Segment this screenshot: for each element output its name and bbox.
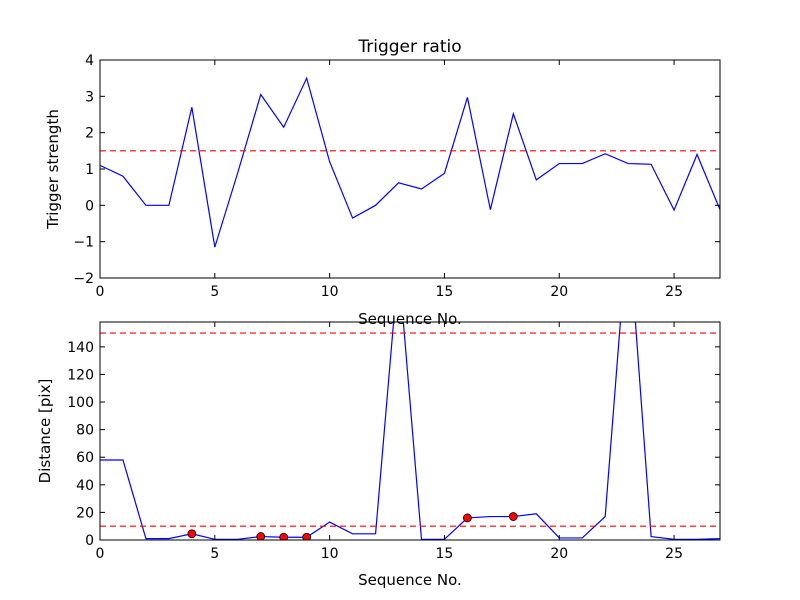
trigger-marker	[508, 512, 518, 521]
x-tick-label: 15	[436, 284, 454, 300]
x-tick-label: 5	[210, 284, 219, 300]
y-tick-label: 80	[76, 423, 94, 439]
trigger-marker	[463, 513, 472, 523]
trigger-marker	[256, 532, 266, 540]
y-tick-label: 100	[67, 395, 94, 411]
x-tick-label: 10	[321, 284, 339, 300]
axes-frame	[99, 321, 721, 541]
y-tick-label: 0	[85, 533, 94, 549]
y-tick-label: 1	[85, 162, 94, 178]
y-tick-label: 4	[85, 53, 94, 69]
y-tick-label: 0	[85, 198, 94, 214]
y-tick-label: −2	[73, 271, 94, 287]
y-tick-label: 40	[76, 478, 94, 494]
trigger-marker	[302, 532, 312, 540]
series-line	[100, 76, 720, 248]
chart-trigger-ratio: 0 5 10 15 20 25 −2 −1 0 1 2 3 4 Trigger ratio Sequence…	[44, 37, 721, 328]
x-tick-label: 10	[321, 546, 339, 562]
y-axis-label: Trigger strength	[44, 109, 62, 230]
series-line	[100, 322, 720, 540]
x-tick-label: 20	[550, 284, 568, 300]
x-tick-label: 0	[96, 546, 105, 562]
y-tick-label: 20	[76, 505, 94, 521]
x-tick-label: 0	[96, 284, 105, 300]
x-tick-label: 25	[665, 546, 683, 562]
chart-title: Trigger ratio	[357, 37, 461, 57]
y-tick-label: 2	[85, 126, 94, 142]
trigger-marker	[279, 532, 289, 540]
y-tick-label: 140	[67, 340, 94, 356]
plot-area	[100, 76, 720, 248]
y-tick-label: 60	[76, 450, 94, 466]
x-tick-label: 15	[436, 546, 454, 562]
y-tick-label: −1	[73, 235, 94, 251]
x-axis-label: Sequence No.	[358, 310, 462, 328]
y-axis-label: Distance [pix]	[36, 379, 54, 484]
y-tick-label: 120	[67, 367, 94, 383]
x-tick-label: 25	[665, 284, 683, 300]
x-tick-label: 20	[550, 546, 568, 562]
y-tick-label: 3	[85, 89, 94, 105]
x-tick-label: 5	[210, 546, 219, 562]
chart-distance: 0 5 10 15 20 25 0 20 40 60 80 100 120 140 Sequence No.…	[36, 321, 721, 589]
x-axis-label: Sequence No.	[358, 571, 462, 589]
plot-area	[100, 322, 720, 540]
trigger-marker	[187, 529, 197, 539]
